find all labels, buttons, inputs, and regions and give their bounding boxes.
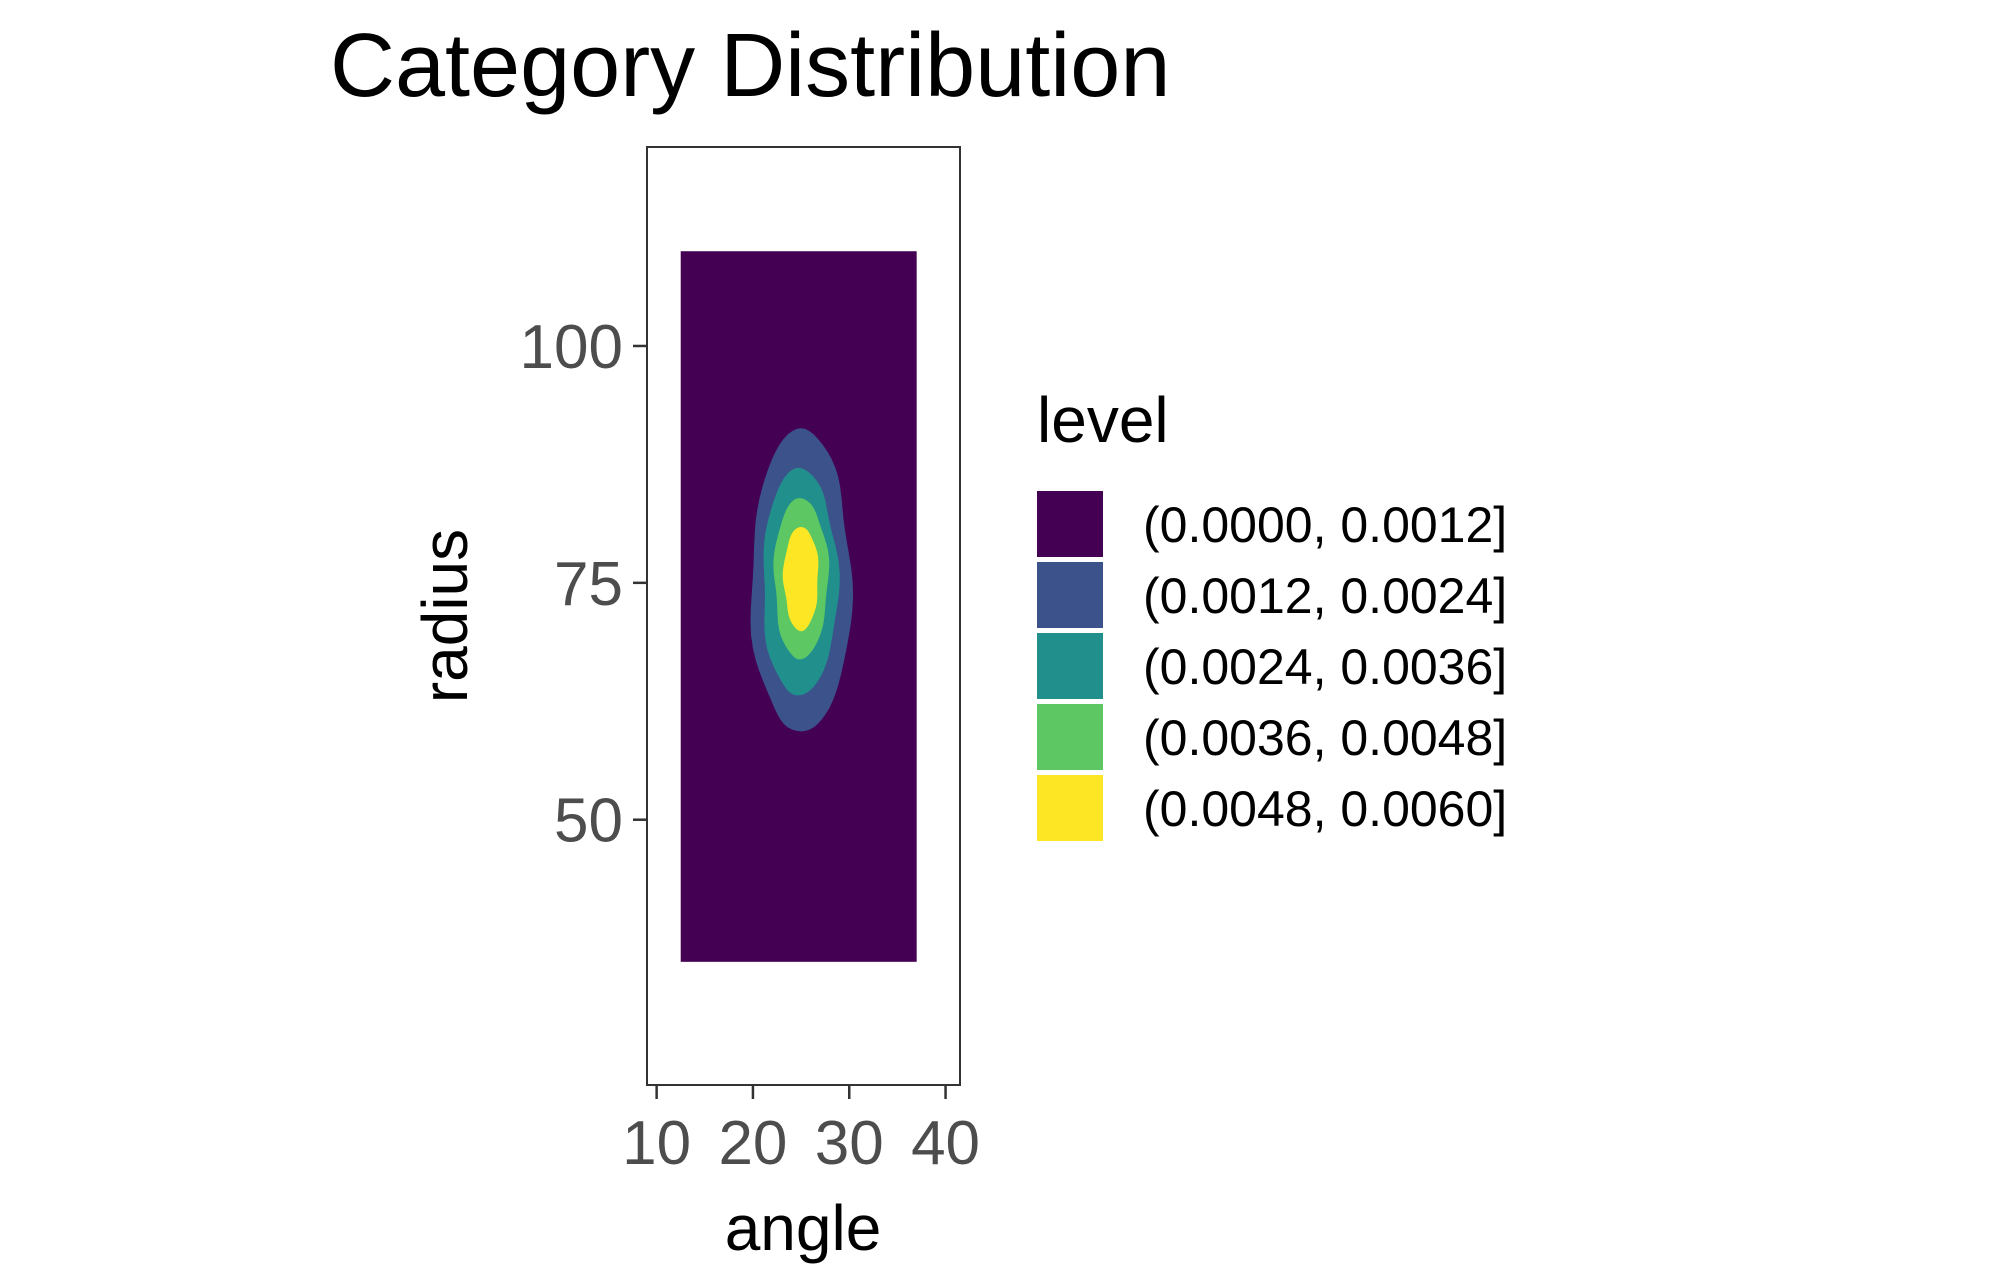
x-tick-label: 20 — [718, 1109, 787, 1178]
density-contour-band-5 — [782, 527, 819, 632]
plot-panel — [646, 146, 961, 1086]
legend: level (0.0000, 0.0012](0.0012, 0.0024](0… — [1037, 384, 1507, 841]
legend-swatch — [1037, 775, 1103, 841]
legend-title: level — [1037, 384, 1169, 456]
legend-swatch — [1037, 633, 1103, 699]
chart-title: Category Distribution — [330, 16, 1170, 116]
y-tick-label: 50 — [554, 787, 623, 856]
legend-swatch — [1037, 704, 1103, 770]
y-tick-label: 75 — [554, 550, 623, 619]
legend-label: (0.0000, 0.0012] — [1143, 497, 1507, 553]
legend-label: (0.0036, 0.0048] — [1143, 710, 1507, 766]
y-axis-title: radius — [409, 529, 481, 703]
y-tick-label: 100 — [520, 313, 623, 382]
panel-border — [646, 146, 961, 1086]
density-layer — [680, 251, 917, 962]
legend-swatch — [1037, 562, 1103, 628]
y-axis: 50 75 100 — [520, 313, 647, 856]
x-axis-title: angle — [725, 1192, 882, 1264]
x-axis: 10 20 30 40 — [622, 1085, 980, 1178]
legend-label: (0.0024, 0.0036] — [1143, 639, 1507, 695]
legend-label: (0.0048, 0.0060] — [1143, 781, 1507, 837]
legend-entries: (0.0000, 0.0012] (0.0012, 0.0024] (0.0024,… — [1037, 491, 1507, 841]
legend-label: (0.0012, 0.0024] — [1143, 568, 1507, 624]
x-tick-label: 40 — [911, 1109, 980, 1178]
x-tick-label: 30 — [815, 1109, 884, 1178]
x-tick-label: 10 — [622, 1109, 691, 1178]
legend-swatch — [1037, 491, 1103, 557]
